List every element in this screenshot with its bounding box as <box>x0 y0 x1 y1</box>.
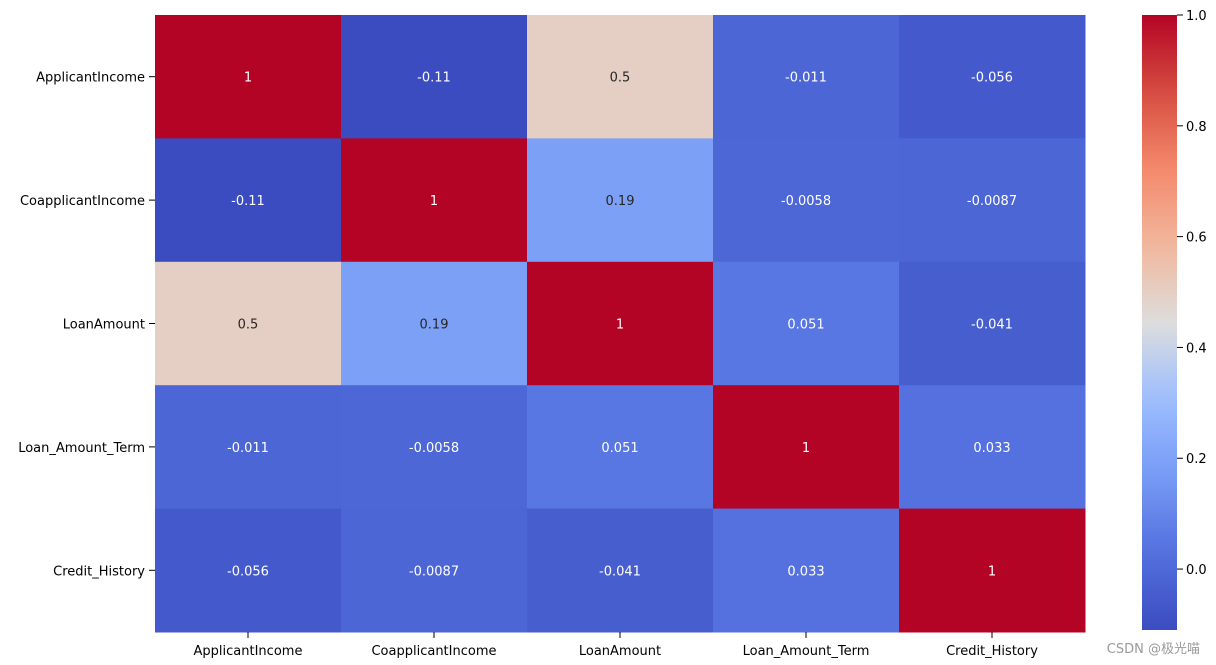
cell-annotation: 1 <box>244 71 252 86</box>
column-tick-label: LoanAmount <box>579 644 661 659</box>
colorbar-ticks: 0.0 0.2 0.4 0.6 0.8 1.0 <box>1177 9 1207 578</box>
cell-annotation: 0.19 <box>606 194 635 209</box>
heatmap-cell <box>341 385 528 510</box>
cell-annotation: -0.0087 <box>409 564 459 579</box>
heatmap-cell <box>155 508 342 633</box>
cell-annotation: 0.051 <box>601 441 638 456</box>
heatmap-cell <box>899 508 1086 633</box>
cell-annotation: 1 <box>430 194 438 209</box>
cell-annotation: -0.056 <box>971 71 1013 86</box>
heatmap-cell <box>341 261 528 386</box>
colorbar <box>1142 15 1177 630</box>
cell-annotation: -0.041 <box>971 318 1013 333</box>
heatmap-cell <box>527 138 714 263</box>
heatmap-cell <box>899 138 1086 263</box>
heatmap-cell <box>899 261 1086 386</box>
cell-annotation: -0.11 <box>231 194 265 209</box>
heatmap-cell <box>527 15 714 139</box>
cell-annotation: -0.011 <box>227 441 269 456</box>
column-tick-labels: ApplicantIncome CoapplicantIncome LoanAmou… <box>194 632 1038 659</box>
cell-annotation: -0.11 <box>417 71 451 86</box>
cell-annotation: -0.0058 <box>781 194 831 209</box>
heatmap-cell <box>713 15 900 139</box>
row-tick-label: LoanAmount <box>63 318 145 333</box>
row-tick-label: ApplicantIncome <box>36 71 145 86</box>
cell-annotation: 0.033 <box>787 564 824 579</box>
heatmap-cell <box>899 385 1086 510</box>
row-tick-label: CoapplicantIncome <box>20 194 145 209</box>
cell-annotation: 0.033 <box>973 441 1010 456</box>
cell-annotation: -0.056 <box>227 564 269 579</box>
heatmap-cell <box>527 261 714 386</box>
heatmap-cell <box>155 385 342 510</box>
cell-annotation: 1 <box>802 441 810 456</box>
cell-annotation: -0.041 <box>599 564 641 579</box>
column-tick-label: Credit_History <box>946 644 1038 659</box>
cell-annotation: 1 <box>616 318 624 333</box>
cell-annotation: 0.19 <box>420 318 449 333</box>
heatmap-cell <box>527 508 714 633</box>
row-tick-label: Loan_Amount_Term <box>18 441 145 456</box>
watermark: CSDN @极光喵 <box>1106 642 1200 657</box>
heatmap-cell <box>899 15 1086 139</box>
heatmap-cell <box>155 15 342 139</box>
colorbar-tick-label: 0.2 <box>1186 452 1207 467</box>
heatmap-cell <box>155 261 342 386</box>
heatmap-cell <box>713 508 900 633</box>
colorbar-tick-label: 0.0 <box>1186 563 1207 578</box>
column-tick-label: ApplicantIncome <box>194 644 303 659</box>
heatmap-cell <box>713 261 900 386</box>
heatmap-cell <box>341 138 528 263</box>
row-tick-labels: ApplicantIncome CoapplicantIncome LoanAmou… <box>18 71 155 579</box>
cell-annotation: -0.0087 <box>967 194 1017 209</box>
column-tick-label: CoapplicantIncome <box>371 644 496 659</box>
column-tick-label: Loan_Amount_Term <box>743 644 870 659</box>
heatmap-cell <box>527 385 714 510</box>
cell-annotation: 0.051 <box>787 318 824 333</box>
heatmap-cell <box>713 138 900 263</box>
cell-annotations: 1 -0.11 0.5 -0.011 -0.056 -0.11 1 0.19 -0.0058 -0… <box>227 71 1017 580</box>
cell-annotation: 1 <box>988 564 996 579</box>
heatmap-cell <box>155 138 342 263</box>
colorbar-tick-label: 1.0 <box>1186 9 1207 24</box>
heatmap-cell <box>341 15 528 139</box>
heatmap-cell <box>341 508 528 633</box>
colorbar-tick-label: 0.4 <box>1186 341 1207 356</box>
colorbar-tick-label: 0.6 <box>1186 231 1207 246</box>
heatmap-cell <box>713 385 900 510</box>
cell-annotation: 0.5 <box>238 318 259 333</box>
cell-annotation: 0.5 <box>610 71 631 86</box>
colorbar-tick-label: 0.8 <box>1186 120 1207 135</box>
cell-annotation: -0.011 <box>785 71 827 86</box>
row-tick-label: Credit_History <box>53 564 145 579</box>
heatmap-cells <box>155 15 1086 633</box>
cell-annotation: -0.0058 <box>409 441 459 456</box>
